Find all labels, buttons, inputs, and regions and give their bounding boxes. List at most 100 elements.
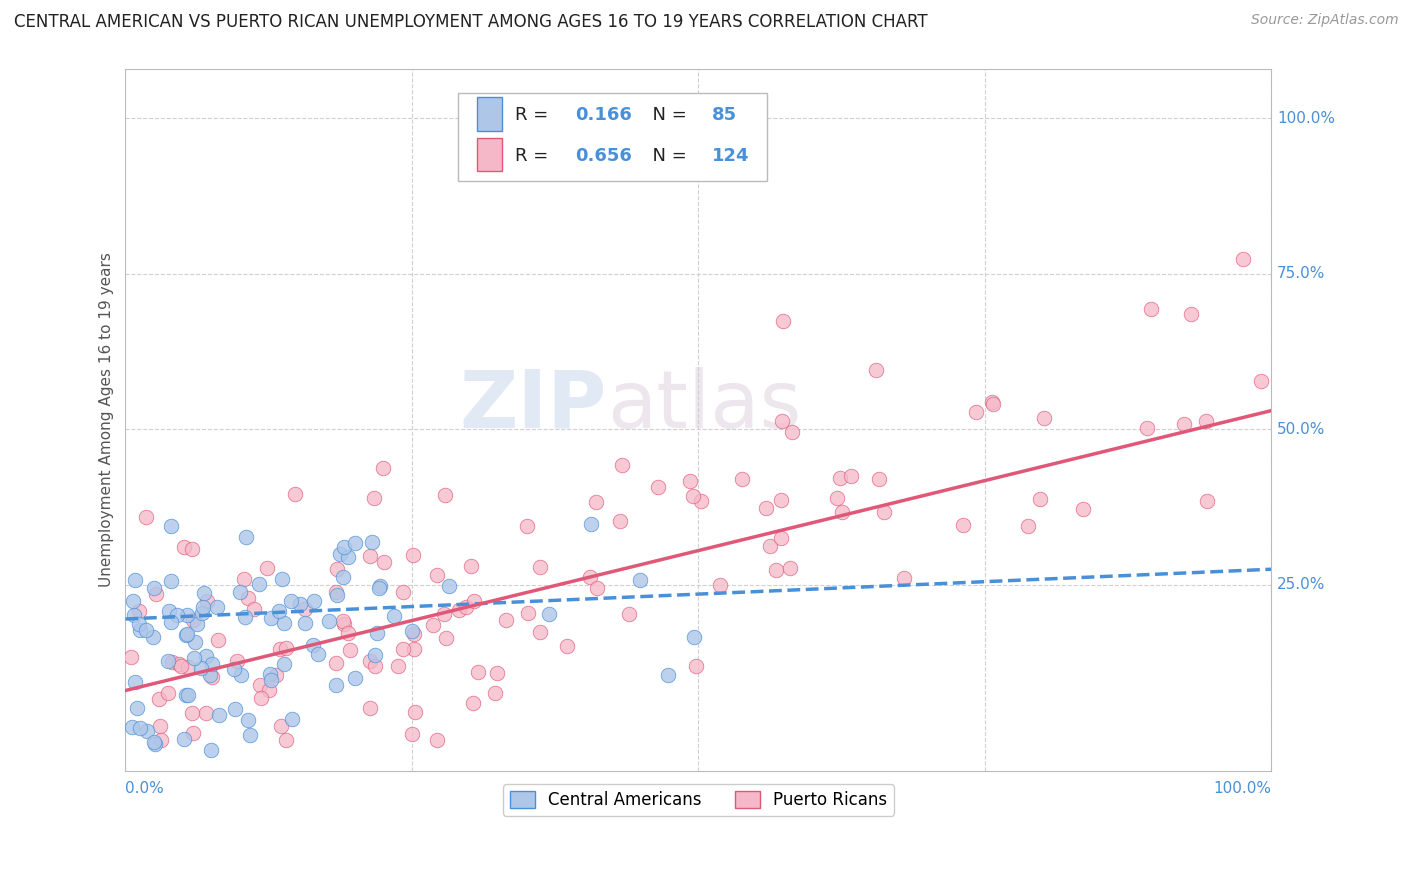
FancyBboxPatch shape	[458, 93, 768, 181]
Point	[1071, 501, 1094, 516]
Point	[276, 733, 298, 747]
Point	[281, 712, 304, 726]
Point	[343, 671, 366, 685]
Text: R =: R =	[515, 147, 554, 165]
Bar	[477, 97, 502, 131]
Point	[235, 530, 257, 544]
Point	[831, 505, 853, 519]
Point	[250, 691, 273, 706]
Point	[160, 615, 183, 629]
Point	[124, 675, 146, 690]
Text: CENTRAL AMERICAN VS PUERTO RICAN UNEMPLOYMENT AMONG AGES 16 TO 19 YEARS CORRELAT: CENTRAL AMERICAN VS PUERTO RICAN UNEMPLO…	[14, 13, 928, 31]
Point	[779, 561, 801, 575]
Y-axis label: Unemployment Among Ages 16 to 19 years: Unemployment Among Ages 16 to 19 years	[100, 252, 114, 588]
Point	[460, 559, 482, 574]
Point	[325, 678, 347, 692]
Point	[236, 591, 259, 606]
Point	[181, 613, 204, 627]
Point	[128, 616, 150, 631]
Point	[404, 627, 426, 641]
Point	[160, 519, 183, 533]
Point	[208, 708, 231, 723]
Point	[125, 701, 148, 715]
Point	[516, 519, 538, 533]
Point	[142, 735, 165, 749]
Point	[402, 549, 425, 563]
Text: 50.0%: 50.0%	[1277, 422, 1326, 437]
Point	[1232, 252, 1254, 266]
Point	[156, 654, 179, 668]
Point	[434, 631, 457, 645]
Point	[893, 571, 915, 585]
Point	[1033, 410, 1056, 425]
Point	[332, 615, 354, 629]
Point	[148, 691, 170, 706]
Point	[373, 555, 395, 569]
Point	[257, 683, 280, 698]
Point	[269, 642, 291, 657]
Point	[233, 609, 256, 624]
Text: N =: N =	[641, 147, 693, 165]
Point	[555, 639, 578, 653]
Point	[149, 718, 172, 732]
Point	[401, 624, 423, 638]
Text: Source: ZipAtlas.com: Source: ZipAtlas.com	[1251, 13, 1399, 28]
Point	[183, 651, 205, 665]
Point	[173, 731, 195, 746]
Point	[124, 573, 146, 587]
Point	[463, 696, 485, 710]
Point	[120, 650, 142, 665]
Point	[174, 688, 197, 702]
Point	[191, 599, 214, 614]
Point	[128, 604, 150, 618]
Point	[965, 405, 987, 419]
Text: 75.0%: 75.0%	[1277, 267, 1326, 281]
Point	[284, 487, 307, 501]
Point	[581, 517, 603, 532]
Point	[363, 491, 385, 505]
Point	[709, 577, 731, 591]
Point	[260, 673, 283, 688]
Point	[495, 613, 517, 627]
Point	[124, 607, 146, 622]
Point	[243, 602, 266, 616]
Point	[177, 660, 200, 674]
Point	[229, 584, 252, 599]
Point	[685, 658, 707, 673]
Point	[782, 425, 804, 439]
Text: 25.0%: 25.0%	[1277, 577, 1326, 592]
Point	[617, 607, 640, 621]
Point	[135, 723, 157, 738]
Point	[382, 609, 405, 624]
Point	[142, 630, 165, 644]
Point	[359, 701, 381, 715]
Point	[467, 665, 489, 680]
Point	[359, 549, 381, 564]
Point	[585, 495, 607, 509]
Point	[201, 670, 224, 684]
Point	[176, 627, 198, 641]
Point	[868, 471, 890, 485]
Point	[755, 501, 778, 516]
Point	[264, 667, 287, 681]
Point	[433, 607, 456, 622]
Point	[166, 607, 188, 622]
Point	[825, 491, 848, 506]
Point	[579, 569, 602, 583]
Point	[401, 727, 423, 741]
Point	[433, 488, 456, 502]
Point	[366, 626, 388, 640]
Legend: Central Americans, Puerto Ricans: Central Americans, Puerto Ricans	[503, 784, 894, 816]
Point	[360, 535, 382, 549]
Point	[586, 581, 609, 595]
Point	[149, 733, 172, 747]
Point	[447, 603, 470, 617]
Point	[368, 579, 391, 593]
Text: 85: 85	[713, 106, 737, 125]
Point	[339, 642, 361, 657]
Point	[682, 489, 704, 503]
Point	[260, 611, 283, 625]
Point	[456, 599, 478, 614]
Point	[173, 541, 195, 555]
Point	[484, 686, 506, 700]
